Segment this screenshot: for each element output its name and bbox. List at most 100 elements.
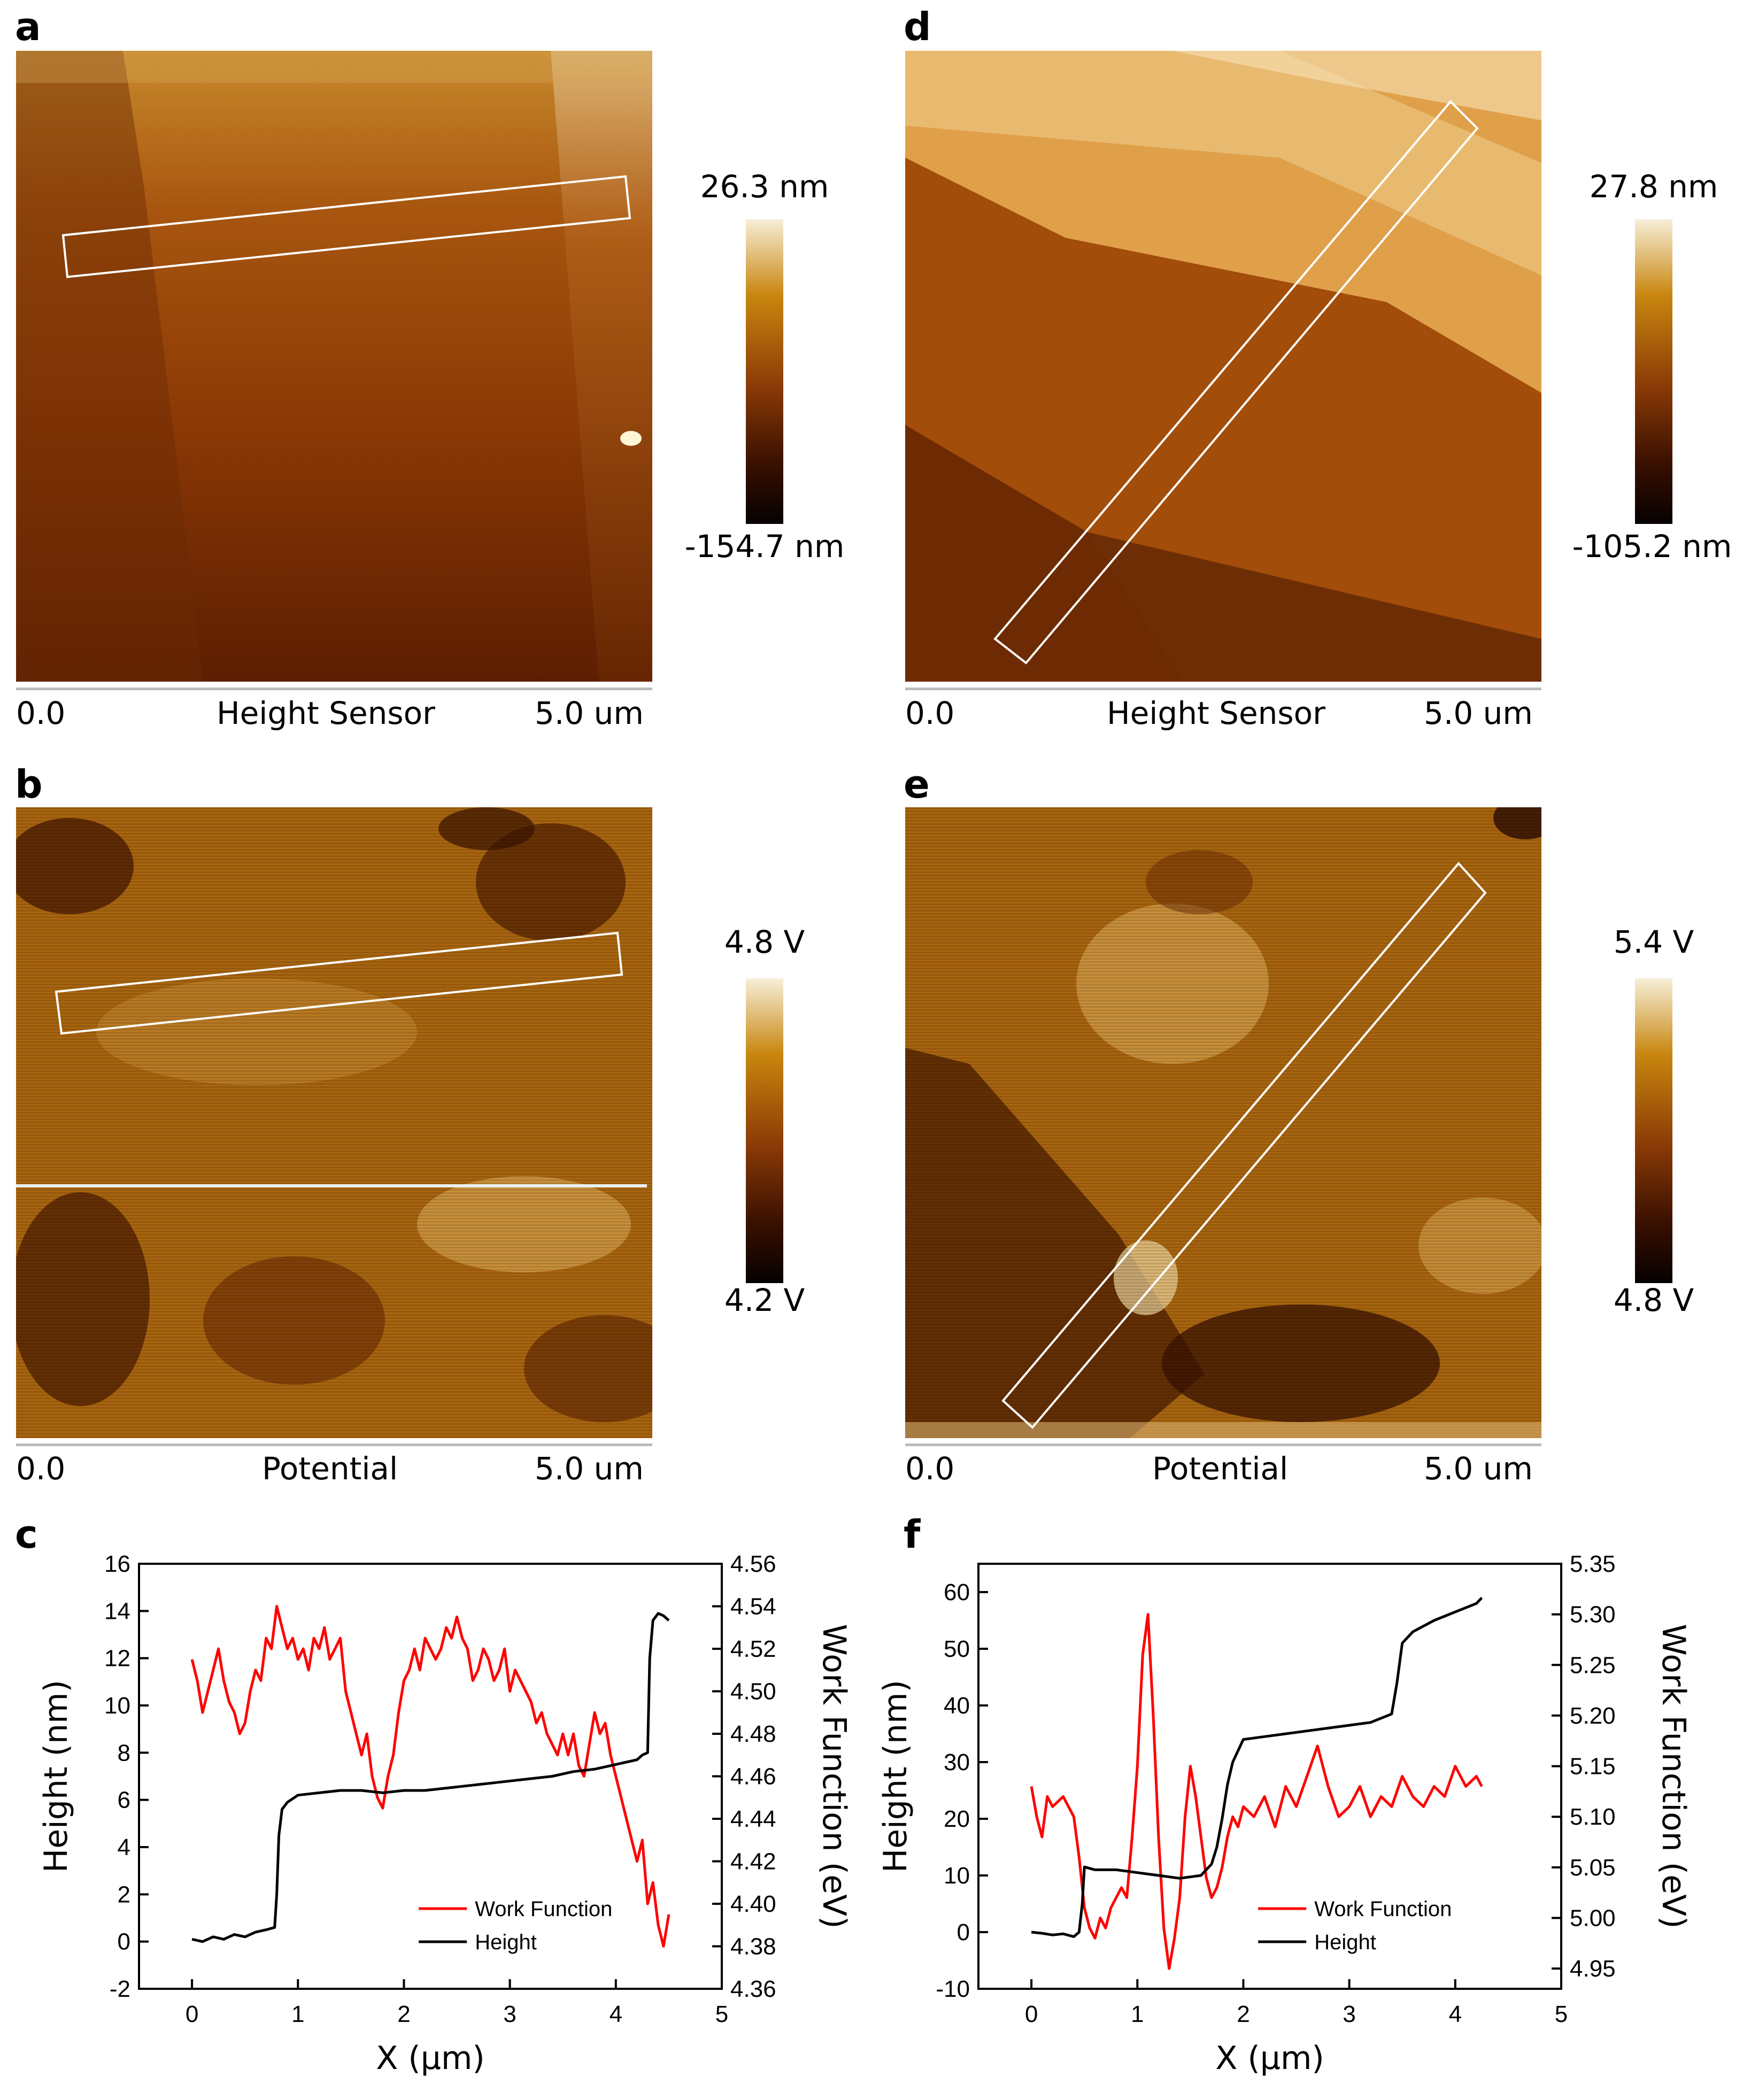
axis-start-a: 0.0: [16, 695, 66, 731]
series-line-c-height: [191, 1612, 670, 1943]
scan-axis-b: [16, 1443, 652, 1446]
x-tick-label-f-2: 2: [1237, 2001, 1250, 2027]
y2-tick-label-f-4: 5.15: [1570, 1754, 1616, 1780]
axis-end-e: 5.0 um: [1424, 1450, 1533, 1487]
y2-tick-label-c-2: 4.40: [730, 1891, 776, 1917]
y-tick-label-c-8: 14: [104, 1598, 130, 1624]
x-tick-label-f-3: 3: [1343, 2001, 1355, 2027]
y2-tick-label-c-9: 4.54: [730, 1594, 776, 1620]
profile-box-e: [1001, 861, 1487, 1429]
y-tick-label-c-4: 6: [118, 1787, 130, 1813]
profile-box-d: [993, 100, 1479, 665]
y-tick-label-f-1: 0: [957, 1919, 970, 1945]
y2-tick-label-c-10: 4.56: [730, 1551, 776, 1577]
y2-tick-label-f-5: 5.20: [1570, 1703, 1616, 1729]
legend-label-f-work-function: Work Function: [1314, 1897, 1452, 1921]
colorbar-max-b: 4.8 V: [724, 924, 805, 960]
profile-box-b: [55, 931, 623, 1035]
x-tick-label-c-4: 4: [610, 2001, 622, 2027]
y2-tick-label-f-3: 5.10: [1570, 1804, 1616, 1830]
y-tick-label-c-0: -2: [110, 1976, 130, 2002]
panel-label-c: c: [15, 1512, 38, 1557]
y-tick-label-c-6: 10: [104, 1693, 130, 1719]
y-tick-label-c-1: 0: [118, 1929, 130, 1955]
x-axis-label-f: X (μm): [1215, 2040, 1324, 2077]
colorbar-a: [746, 219, 783, 524]
y2-tick-label-c-8: 4.52: [730, 1636, 776, 1662]
x-tick-label-f-0: 0: [1025, 2001, 1038, 2027]
axis-end-d: 5.0 um: [1424, 695, 1533, 731]
afm-height-image-d: [905, 51, 1541, 682]
axis-end-b: 5.0 um: [535, 1450, 644, 1487]
y2-tick-label-c-0: 4.36: [730, 1976, 776, 2002]
y-tick-label-f-2: 10: [944, 1863, 970, 1889]
x-axis-label-c: X (μm): [376, 2040, 485, 2077]
y2-tick-label-c-6: 4.48: [730, 1721, 776, 1747]
colorbar-max-d: 27.8 nm: [1589, 168, 1718, 205]
scan-axis-a: [16, 688, 652, 690]
y-tick-label-c-7: 12: [104, 1646, 130, 1672]
panel-label-e: e: [904, 762, 930, 807]
y2-tick-label-f-2: 5.05: [1570, 1855, 1616, 1881]
axis-start-b: 0.0: [16, 1450, 66, 1487]
y-tick-label-f-0: -10: [936, 1976, 970, 2002]
y-tick-label-f-4: 30: [944, 1749, 970, 1775]
legend-label-c-work-function: Work Function: [475, 1897, 612, 1921]
kpfm-potential-image-b: [16, 807, 652, 1438]
axis-title-b: Potential: [262, 1450, 398, 1487]
colorbar-b: [746, 978, 783, 1283]
panel-label-d: d: [904, 4, 931, 49]
colorbar-e: [1635, 978, 1672, 1283]
x-tick-label-f-1: 1: [1131, 2001, 1144, 2027]
y-tick-label-f-5: 40: [944, 1693, 970, 1719]
legend-label-c-height: Height: [475, 1931, 537, 1954]
colorbar-max-a: 26.3 nm: [700, 168, 829, 205]
x-tick-label-f-5: 5: [1555, 2001, 1568, 2027]
series-line-f-height: [1031, 1596, 1483, 1938]
y-tick-label-f-7: 60: [944, 1579, 970, 1605]
y2-tick-label-c-1: 4.38: [730, 1934, 776, 1960]
x-tick-label-c-3: 3: [503, 2001, 516, 2027]
colorbar-min-d: -105.2 nm: [1572, 528, 1732, 565]
y2-axis-label-c: Work Function (eV): [815, 1624, 853, 1928]
x-tick-label-c-2: 2: [397, 2001, 410, 2027]
panel-label-b: b: [15, 762, 43, 807]
y-tick-label-c-2: 2: [118, 1881, 130, 1908]
axis-title-a: Height Sensor: [217, 695, 435, 731]
y-tick-label-c-9: 16: [104, 1551, 130, 1577]
kpfm-potential-image-e: [905, 807, 1541, 1438]
axis-title-e: Potential: [1152, 1450, 1289, 1487]
scan-axis-d: [905, 688, 1541, 690]
y2-tick-label-f-6: 5.25: [1570, 1652, 1616, 1678]
y2-tick-label-f-8: 5.35: [1570, 1551, 1616, 1577]
x-tick-label-f-4: 4: [1449, 2001, 1462, 2027]
axis-title-d: Height Sensor: [1107, 695, 1325, 731]
y-tick-label-c-5: 8: [118, 1740, 130, 1766]
y2-tick-label-f-7: 5.30: [1570, 1602, 1616, 1628]
series-line-c-work-function: [190, 1605, 670, 1948]
profile-box-a: [61, 175, 631, 279]
series-line-f-work-function: [1030, 1613, 1483, 1970]
y-axis-label-f: Height (nm): [877, 1680, 914, 1873]
colorbar-min-a: -154.7 nm: [684, 528, 845, 565]
y-axis-label-c: Height (nm): [37, 1680, 75, 1873]
legend-label-f-height: Height: [1314, 1931, 1376, 1954]
y2-axis-label-f: Work Function (eV): [1655, 1624, 1692, 1928]
axis-start-d: 0.0: [905, 695, 955, 731]
y-tick-label-f-3: 20: [944, 1806, 970, 1832]
y-tick-label-c-3: 4: [118, 1834, 130, 1860]
plot-frame-c: [138, 1563, 723, 1990]
y2-tick-label-c-7: 4.50: [730, 1679, 776, 1705]
profile-chart-c: 0 1 2 3 4 5-202468101214164.364.384.404.424.4…: [37, 1551, 853, 2077]
scan-axis-e: [905, 1443, 1541, 1446]
y2-tick-label-f-1: 5.00: [1570, 1905, 1616, 1932]
y2-tick-label-c-5: 4.46: [730, 1764, 776, 1790]
colorbar-min-e: 4.8 V: [1613, 1282, 1694, 1318]
y2-tick-label-c-3: 4.42: [730, 1849, 776, 1875]
panel-label-a: a: [15, 4, 41, 49]
y2-tick-label-c-4: 4.44: [730, 1806, 776, 1832]
plot-frame-f: [977, 1563, 1562, 1990]
axis-end-a: 5.0 um: [535, 695, 644, 731]
axis-start-e: 0.0: [905, 1450, 955, 1487]
x-tick-label-c-1: 1: [291, 2001, 304, 2027]
